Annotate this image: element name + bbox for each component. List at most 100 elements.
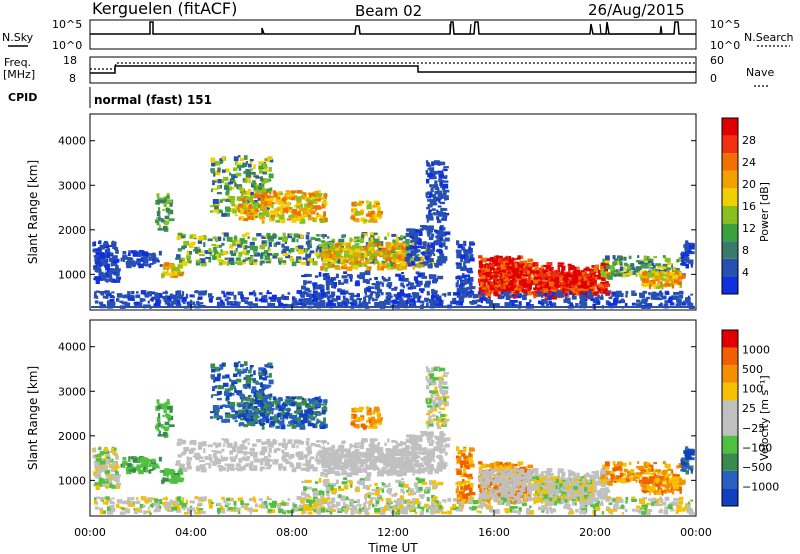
power-cell	[557, 264, 564, 267]
power-cell	[357, 263, 363, 268]
power-cell	[577, 266, 580, 271]
velocity-cell	[307, 423, 314, 427]
power-cell	[542, 264, 548, 268]
power-cell	[490, 289, 494, 293]
velocity-cell	[193, 443, 197, 446]
power-cell	[375, 202, 380, 205]
power-cell	[330, 279, 334, 283]
power-cell	[276, 207, 280, 212]
power-cell	[157, 259, 160, 263]
power-cell	[363, 253, 368, 258]
power-cell	[612, 255, 616, 260]
power-cell	[168, 218, 175, 222]
power-cell	[437, 275, 444, 280]
power-cell	[507, 276, 513, 279]
power-cell	[307, 204, 310, 208]
power-cell	[677, 280, 682, 286]
power-cell	[251, 215, 254, 221]
power-cell	[435, 240, 441, 244]
velocity-cell	[329, 446, 335, 450]
power-cell	[517, 285, 522, 289]
power-cell	[604, 258, 610, 263]
velocity-cell	[211, 368, 216, 373]
velocity-cell	[256, 439, 262, 443]
power-cell	[441, 300, 444, 304]
power-scatter	[91, 155, 695, 309]
power-cell	[395, 258, 399, 263]
power-cell	[234, 182, 237, 187]
velocity-cell	[265, 404, 270, 408]
power-cell	[498, 280, 501, 284]
power-cell	[208, 257, 212, 263]
power-cell	[373, 219, 378, 223]
power-cell	[648, 284, 652, 290]
power-cell	[490, 263, 495, 267]
power-cell	[437, 205, 442, 208]
velocity-cell	[238, 409, 244, 414]
power-cell	[411, 292, 417, 296]
velocity-cell	[240, 370, 245, 374]
power-cell	[215, 253, 219, 259]
power-cell	[644, 271, 648, 275]
power-cell	[524, 277, 528, 281]
power-cell	[661, 274, 667, 277]
power-cell	[351, 261, 356, 265]
power-cell	[625, 294, 628, 298]
power-cell	[306, 261, 310, 266]
power-cell	[322, 273, 328, 277]
power-cell	[356, 251, 362, 255]
velocity-cell	[251, 386, 256, 392]
velocity-cell	[384, 442, 387, 446]
velocity-cell	[239, 363, 244, 368]
power-cell	[395, 235, 398, 239]
power-cell	[505, 262, 511, 265]
velocity-cell	[245, 378, 252, 384]
power-cell	[107, 268, 112, 273]
power-cell	[305, 234, 310, 240]
power-cell	[262, 251, 267, 254]
power-cell	[381, 282, 385, 287]
velocity-cell	[204, 456, 209, 460]
velocity-cell	[234, 420, 238, 423]
velocity-cell	[243, 377, 247, 381]
power-cell	[636, 299, 641, 303]
power-cell	[253, 252, 258, 255]
power-cell	[245, 233, 248, 237]
power-cell	[211, 168, 215, 174]
power-cell	[551, 295, 558, 300]
power-cell	[180, 235, 185, 239]
power-cell	[420, 262, 426, 265]
power-cell	[378, 250, 383, 253]
power-cell	[513, 304, 518, 308]
power-cell	[98, 301, 104, 305]
power-cell	[322, 258, 327, 263]
power-cell	[196, 300, 200, 306]
power-cell	[221, 213, 227, 217]
power-cell	[266, 189, 270, 193]
power-cell	[552, 292, 555, 296]
power-cell	[567, 263, 572, 267]
velocity-cell	[268, 448, 272, 453]
ytick-label: 1000	[58, 268, 86, 281]
velocity-cell	[402, 456, 406, 459]
power-cell	[253, 292, 257, 297]
power-cell	[320, 289, 325, 292]
power-cell	[260, 254, 264, 260]
velocity-cell	[361, 440, 365, 445]
velocity-cell	[327, 466, 332, 472]
power-cell	[650, 266, 656, 269]
power-cell	[387, 247, 391, 251]
power-cell	[97, 261, 103, 267]
power-cell	[226, 186, 232, 191]
power-cell	[664, 300, 669, 304]
velocity-cell	[310, 411, 317, 415]
power-cell	[519, 260, 525, 264]
power-cell	[260, 176, 263, 179]
power-cell	[309, 301, 314, 305]
velocity-cell	[281, 449, 285, 454]
power-cell	[301, 285, 306, 290]
power-cell	[478, 255, 483, 259]
power-cell	[377, 282, 381, 287]
power-cell	[639, 294, 645, 298]
